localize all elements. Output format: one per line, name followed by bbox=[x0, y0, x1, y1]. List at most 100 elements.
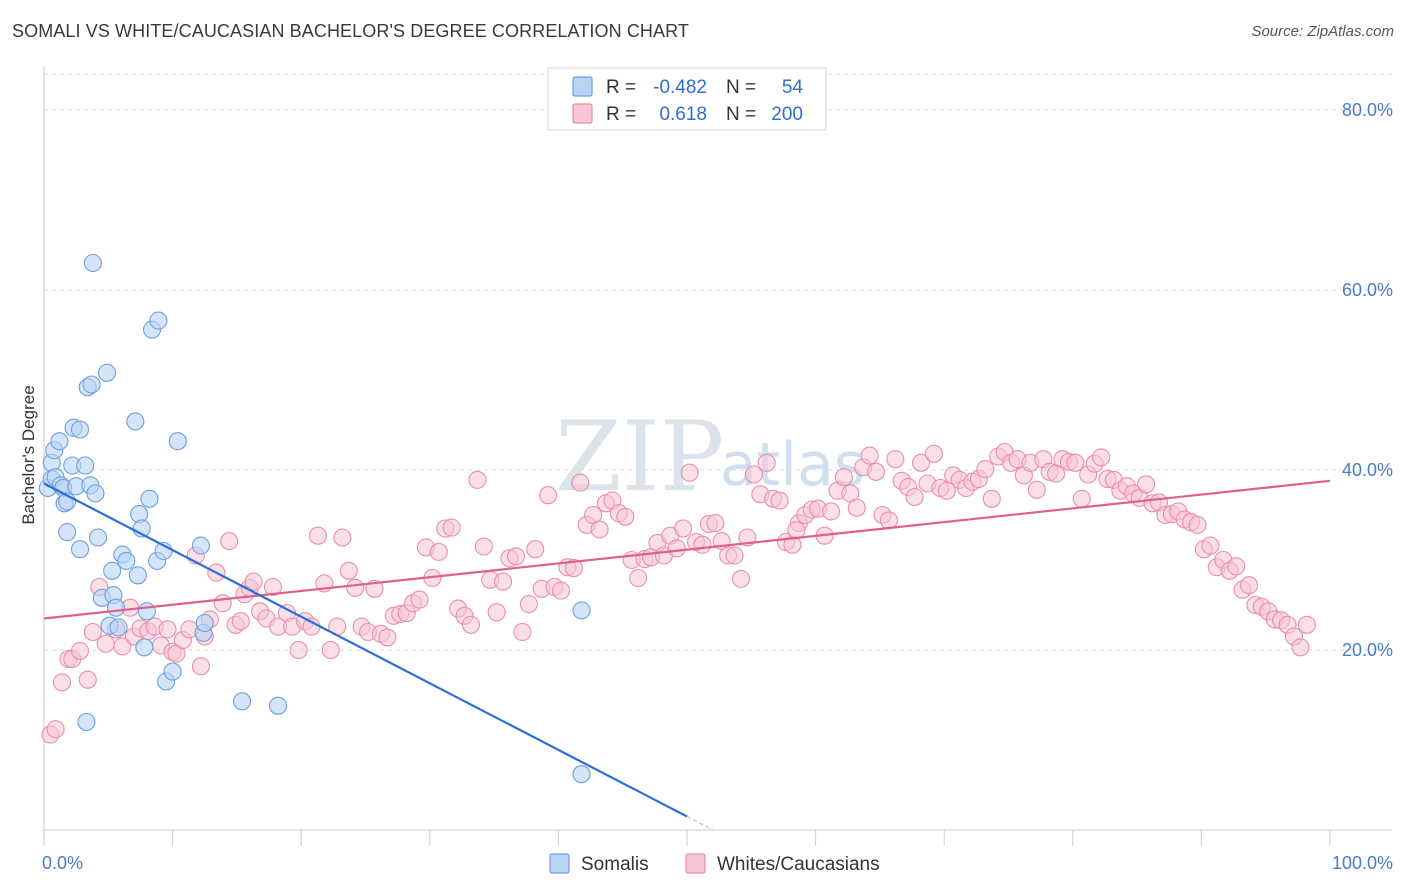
y-tick-label: 20.0% bbox=[1342, 640, 1393, 660]
data-point-whites bbox=[1291, 638, 1310, 657]
series-somalis-points bbox=[38, 253, 591, 784]
data-point-somalis bbox=[140, 489, 159, 508]
data-point-whites bbox=[96, 634, 115, 653]
data-point-somalis bbox=[168, 432, 187, 451]
data-point-somalis bbox=[83, 253, 102, 273]
y-tick-labels: 20.0% 40.0% 60.0% 80.0% bbox=[1342, 100, 1393, 660]
data-point-somalis bbox=[126, 412, 145, 431]
data-point-somalis bbox=[128, 566, 147, 585]
data-point-whites bbox=[1227, 557, 1246, 576]
watermark: ZIP atlas bbox=[555, 401, 865, 513]
trend-lines bbox=[43, 479, 1331, 831]
data-point-whites bbox=[693, 535, 712, 554]
data-point-whites bbox=[1027, 480, 1046, 499]
legend-r-value: -0.482 bbox=[653, 77, 707, 98]
legend-n-label: N = bbox=[726, 77, 756, 98]
data-point-whites bbox=[442, 518, 461, 537]
data-point-whites bbox=[629, 568, 648, 588]
data-point-whites bbox=[429, 542, 448, 561]
data-point-somalis bbox=[191, 536, 210, 555]
data-point-whites bbox=[1239, 576, 1259, 595]
data-point-whites bbox=[886, 450, 905, 469]
data-point-somalis bbox=[149, 311, 168, 330]
data-point-whites bbox=[564, 559, 583, 578]
data-point-somalis bbox=[97, 363, 117, 382]
data-point-whites bbox=[937, 481, 956, 500]
legend-n-value: 54 bbox=[782, 77, 804, 98]
data-point-whites bbox=[731, 569, 751, 588]
x-tick-label: 0.0% bbox=[42, 853, 83, 873]
data-point-somalis bbox=[82, 375, 101, 394]
data-point-whites bbox=[220, 532, 239, 551]
data-point-whites bbox=[847, 498, 866, 517]
data-point-whites bbox=[860, 446, 879, 465]
data-point-somalis bbox=[269, 696, 288, 715]
legend-somalis-swatch bbox=[549, 853, 570, 874]
data-point-whites bbox=[52, 673, 72, 692]
data-point-whites bbox=[410, 590, 429, 609]
data-point-whites bbox=[912, 453, 931, 472]
data-point-whites bbox=[333, 528, 352, 547]
data-point-whites bbox=[474, 537, 493, 556]
data-point-somalis bbox=[76, 456, 95, 475]
data-point-somalis bbox=[572, 765, 591, 784]
data-point-somalis bbox=[86, 484, 105, 503]
x-tick-label: 100.0% bbox=[1332, 853, 1393, 873]
stats-legend-box bbox=[547, 67, 827, 131]
data-point-somalis bbox=[109, 618, 128, 637]
data-point-whites bbox=[680, 463, 699, 482]
data-point-somalis bbox=[70, 420, 90, 439]
data-point-whites bbox=[834, 468, 853, 487]
watermark-main: ZIP bbox=[555, 401, 724, 513]
data-point-somalis bbox=[50, 432, 69, 451]
data-point-whites bbox=[346, 578, 365, 597]
y-tick-label: 80.0% bbox=[1342, 100, 1393, 120]
data-point-whites bbox=[821, 502, 841, 521]
data-point-somalis bbox=[572, 601, 591, 620]
data-point-whites bbox=[866, 462, 886, 481]
data-point-somalis bbox=[88, 528, 108, 547]
data-point-whites bbox=[526, 540, 545, 559]
data-point-whites bbox=[321, 640, 340, 660]
data-point-whites bbox=[378, 628, 397, 647]
data-point-whites bbox=[289, 640, 308, 660]
data-point-somalis bbox=[58, 523, 77, 542]
chart-title: SOMALI VS WHITE/CAUCASIAN BACHELOR'S DEG… bbox=[12, 21, 689, 41]
trend-line-somalis bbox=[43, 482, 688, 818]
data-point-whites bbox=[982, 489, 1001, 508]
data-point-whites bbox=[513, 622, 532, 642]
data-point-somalis bbox=[77, 712, 96, 732]
source-label: Source: ZipAtlas.com bbox=[1251, 23, 1394, 40]
data-point-whites bbox=[770, 491, 789, 510]
data-point-whites bbox=[1137, 475, 1156, 494]
y-tick-label: 60.0% bbox=[1342, 280, 1393, 300]
data-point-whites bbox=[1072, 489, 1091, 508]
gridlines bbox=[44, 73, 1392, 651]
data-point-whites bbox=[1066, 453, 1085, 472]
data-point-whites bbox=[339, 561, 358, 580]
legend-r-value: 0.618 bbox=[659, 104, 707, 125]
data-point-whites bbox=[83, 622, 102, 642]
data-point-whites bbox=[674, 519, 693, 538]
data-point-somalis bbox=[135, 638, 154, 657]
data-point-whites bbox=[924, 444, 943, 463]
data-point-whites bbox=[191, 657, 210, 676]
data-point-somalis bbox=[232, 692, 252, 711]
series-legend: Somalis Whites/Caucasians bbox=[549, 853, 880, 875]
x-minor-ticks bbox=[43, 830, 1331, 846]
data-point-whites bbox=[976, 460, 995, 479]
data-point-whites bbox=[308, 526, 327, 545]
data-point-whites bbox=[302, 617, 321, 636]
data-point-whites bbox=[78, 670, 97, 689]
data-point-somalis bbox=[163, 662, 182, 681]
data-point-whites bbox=[551, 581, 571, 600]
legend-somalis-label: Somalis bbox=[581, 854, 649, 875]
trend-line-somalis-extension bbox=[686, 815, 714, 831]
data-point-somalis bbox=[70, 540, 90, 559]
data-point-whites bbox=[1092, 448, 1111, 467]
data-point-whites bbox=[667, 539, 686, 558]
data-point-whites bbox=[757, 453, 776, 472]
legend-somalis-swatch bbox=[572, 76, 593, 97]
